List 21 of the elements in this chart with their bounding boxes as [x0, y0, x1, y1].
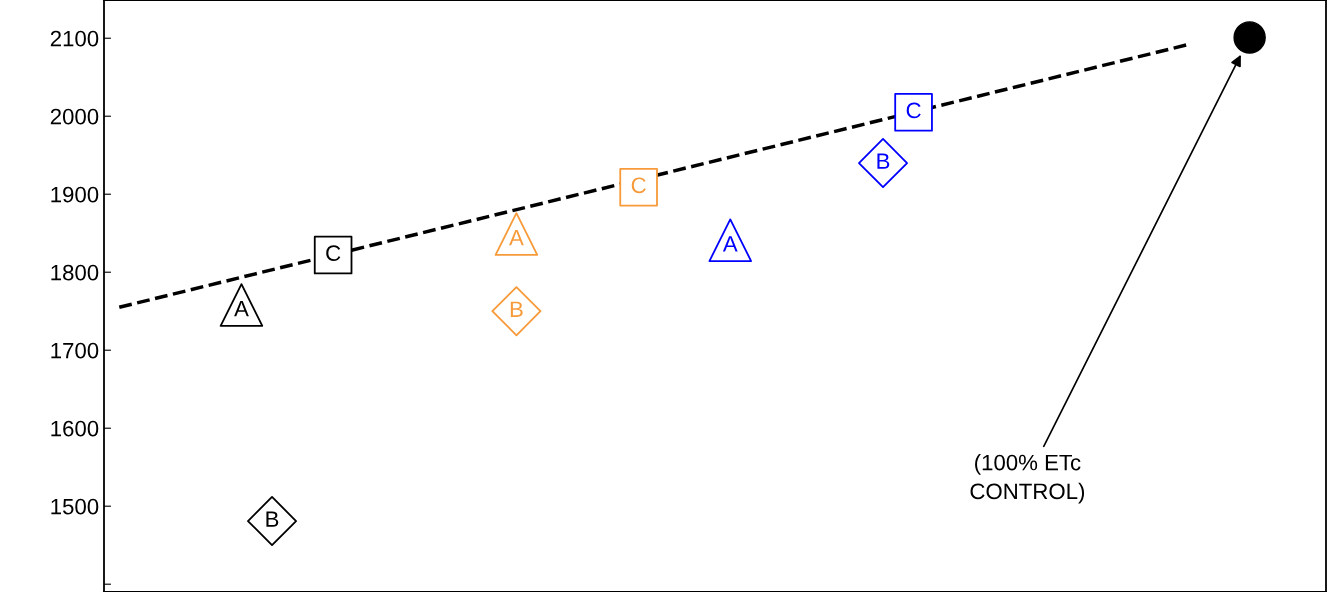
- y-tick-label: 1600: [51, 420, 99, 437]
- data-label: A: [722, 236, 738, 252]
- data-label: B: [266, 511, 279, 527]
- point: [247, 496, 297, 546]
- data-label: A: [234, 300, 249, 317]
- point: [491, 286, 542, 337]
- point: [1233, 21, 1266, 54]
- y-tick-label: 1900: [51, 186, 99, 203]
- y-tick-label: 1800: [51, 264, 99, 281]
- annotation: (100% ETc CONTROL): [970, 454, 1085, 504]
- y-tick-label: 2000: [50, 108, 99, 125]
- data-label: B: [877, 153, 890, 169]
- data-label: C: [326, 245, 341, 262]
- y-tick-label: 2100: [50, 30, 99, 47]
- y-tick-label: 1700: [51, 342, 99, 359]
- data-label: B: [510, 301, 523, 317]
- data-label: C: [906, 102, 921, 119]
- point: [858, 138, 908, 188]
- data-label: A: [509, 230, 524, 246]
- data-label: C: [631, 177, 646, 194]
- y-tick-label: 1500: [51, 498, 99, 515]
